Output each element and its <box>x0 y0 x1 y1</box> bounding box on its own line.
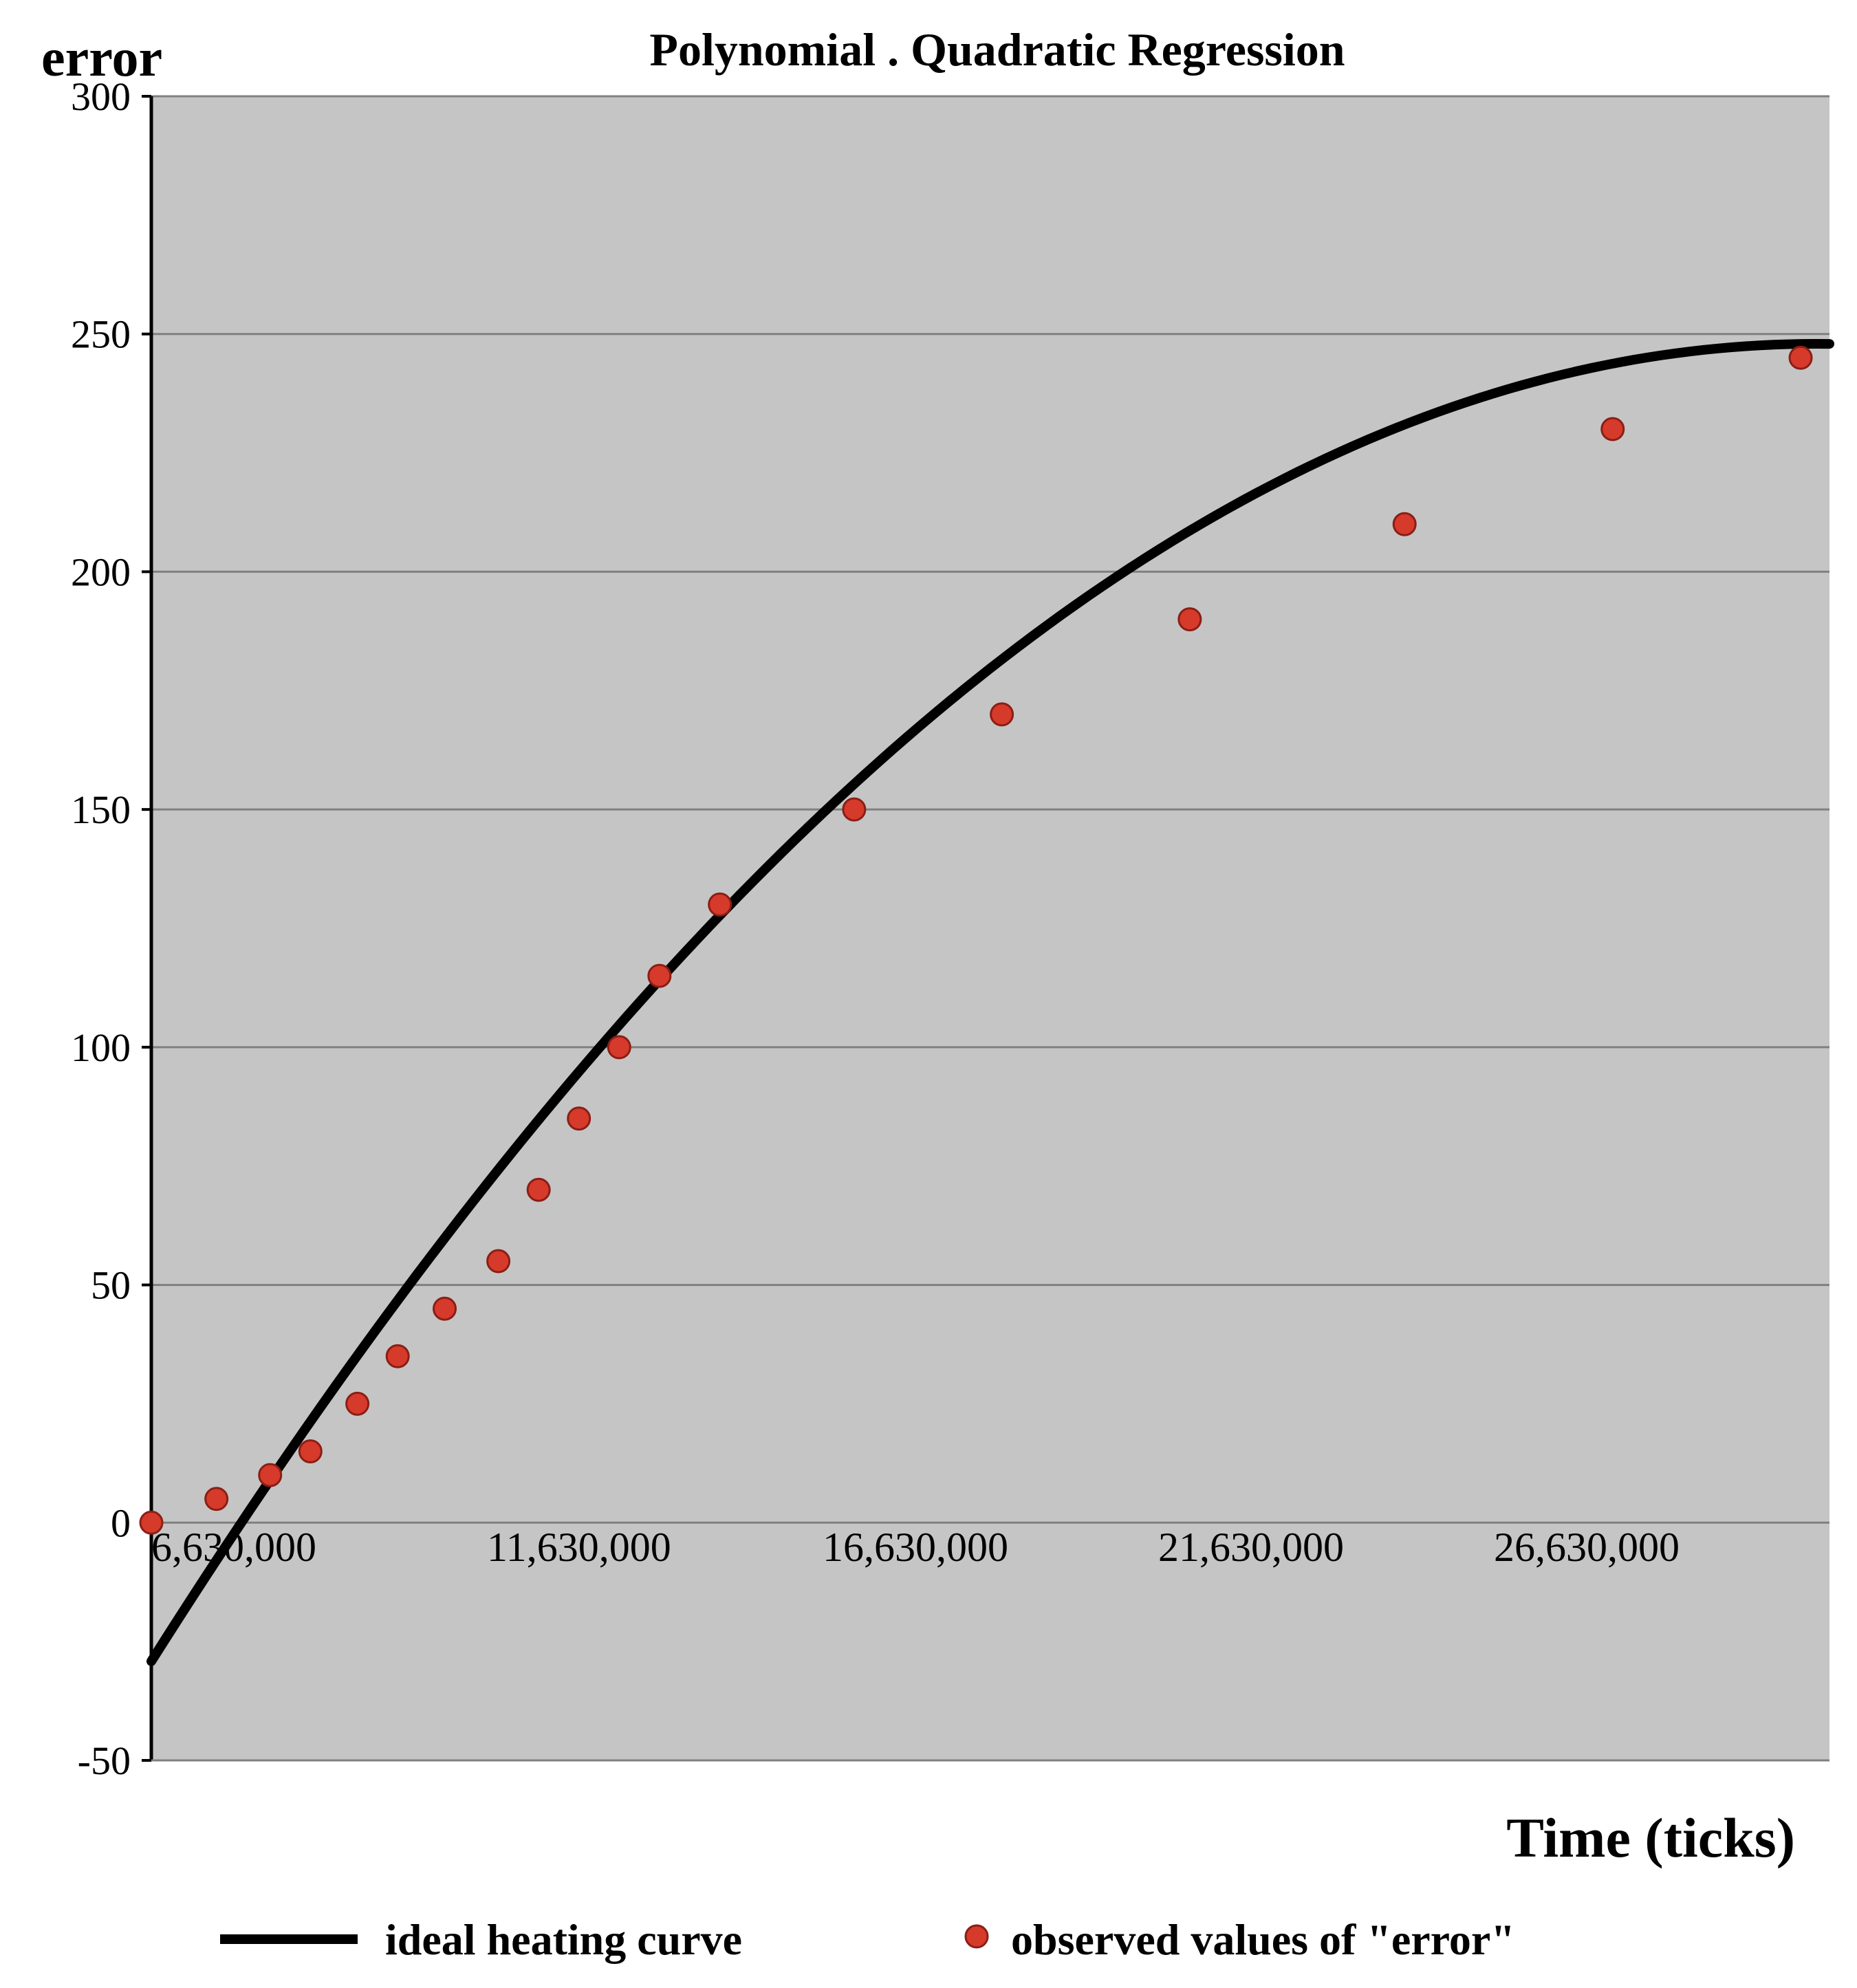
y-tick-label: 100 <box>71 1025 131 1070</box>
x-tick-label: 26,630,000 <box>1494 1525 1680 1570</box>
y-tick-label: 0 <box>111 1500 131 1545</box>
y-axis-label: error <box>41 28 162 87</box>
y-tick-label: 250 <box>71 312 131 357</box>
x-tick-label: 11,630,000 <box>487 1525 671 1570</box>
x-axis-label: Time (ticks) <box>1506 1806 1795 1869</box>
y-tick-label: 200 <box>71 549 131 594</box>
observed-error-point <box>649 965 671 987</box>
legend-label-curve: ideal heating curve <box>385 1915 742 1964</box>
observed-error-point <box>528 1179 550 1201</box>
observed-error-point <box>488 1250 510 1272</box>
observed-error-point <box>568 1108 590 1130</box>
observed-error-point <box>991 703 1013 725</box>
observed-error-point <box>206 1488 228 1510</box>
observed-error-point <box>434 1298 456 1320</box>
observed-error-point <box>259 1464 281 1486</box>
observed-error-point <box>843 798 865 820</box>
observed-error-point <box>608 1036 630 1058</box>
y-tick-label: 150 <box>71 787 131 832</box>
y-tick-label: -50 <box>78 1738 131 1783</box>
regression-chart: -500501001502002503006,630,00011,630,000… <box>0 0 1857 1988</box>
observed-error-point <box>1179 609 1201 631</box>
plot-background <box>151 96 1829 1760</box>
observed-error-point <box>299 1441 321 1463</box>
x-tick-label: 21,630,000 <box>1158 1525 1344 1570</box>
legend-label-observed: observed values of "error" <box>1011 1915 1515 1964</box>
legend-marker-sample <box>966 1925 988 1947</box>
observed-error-point <box>387 1345 409 1367</box>
x-tick-label: 16,630,000 <box>823 1525 1008 1570</box>
observed-error-point <box>709 893 731 915</box>
observed-error-point <box>1393 513 1415 535</box>
observed-error-point <box>1790 347 1812 369</box>
observed-error-point <box>1602 418 1624 440</box>
observed-error-point <box>347 1392 369 1414</box>
y-tick-label: 50 <box>91 1263 131 1308</box>
chart-title: Polynomial . Quadratic Regression <box>649 23 1345 76</box>
observed-error-point <box>140 1511 162 1533</box>
